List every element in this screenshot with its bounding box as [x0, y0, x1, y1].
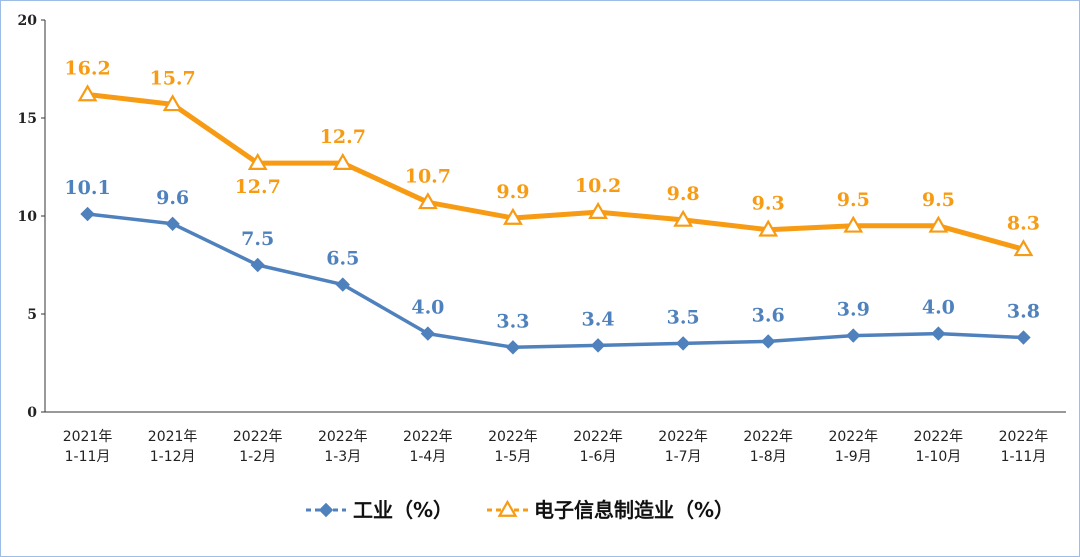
x-tick-line: 2021年: [63, 429, 113, 445]
x-tick-line: 2022年: [403, 429, 453, 445]
x-tick-line: 1-2月: [239, 449, 276, 465]
x-tick-line: 1-11月: [65, 449, 111, 465]
data-point: [335, 277, 350, 292]
x-tick-line: 2022年: [914, 429, 964, 445]
x-tick-line: 2022年: [488, 429, 538, 445]
x-tick-label: 2022年 1-2月: [233, 429, 283, 465]
data-point: [673, 209, 694, 227]
legend-marker: [497, 499, 518, 517]
x-tick-line: 1-10月: [915, 449, 961, 465]
data-point: [503, 207, 523, 225]
data-point: [1016, 330, 1031, 345]
x-tick-line: 2022年: [658, 429, 708, 445]
x-tick-line: 2022年: [743, 429, 793, 445]
data-point: [675, 336, 691, 351]
x-tick-label: 2022年 1-8月: [743, 429, 793, 465]
series-line-electronics: [87, 92, 1025, 252]
y-tick-label: 20: [18, 13, 38, 29]
x-tick-label: 2022年 1-3月: [318, 429, 368, 465]
data-point: [505, 340, 521, 355]
x-tick-line: 2022年: [999, 429, 1049, 445]
x-tick-line: 2021年: [148, 429, 198, 445]
y-tick-label: 5: [27, 307, 37, 323]
data-point: [931, 326, 946, 341]
series-line-industry: [87, 212, 1024, 350]
data-label: 12.7: [235, 176, 281, 198]
x-tick-label: 2021年 1-12月: [148, 429, 198, 465]
data-label: 12.7: [320, 126, 366, 148]
x-tick-line: 1-3月: [324, 449, 361, 465]
data-label: 4.0: [922, 297, 955, 319]
data-label: 16.2: [64, 57, 110, 79]
x-tick-label: 2022年 1-7月: [658, 429, 708, 465]
data-point: [761, 334, 776, 349]
data-point: [928, 215, 949, 233]
data-point: [80, 206, 95, 222]
data-label: 3.6: [752, 304, 785, 326]
legend-label: 工业（%）: [353, 498, 453, 522]
data-point: [332, 152, 353, 170]
x-tick-label: 2021年 1-11月: [63, 429, 113, 465]
data-point: [846, 328, 861, 343]
data-label: 9.9: [496, 181, 529, 203]
x-tick-line: 2022年: [573, 429, 623, 445]
x-tick-line: 2022年: [318, 429, 368, 445]
data-label: 10.1: [64, 177, 110, 199]
data-point: [165, 216, 180, 232]
data-label: 9.5: [922, 189, 955, 211]
legend-label: 电子信息制造业（%）: [534, 498, 734, 522]
data-point: [588, 201, 608, 219]
data-label: 7.5: [241, 228, 274, 250]
data-label: 3.5: [667, 306, 700, 328]
legend-marker: [318, 502, 334, 518]
x-tick-line: 1-5月: [495, 449, 532, 465]
x-tick-line: 1-7月: [665, 449, 702, 465]
data-label: 10.7: [405, 165, 451, 187]
data-label: 3.4: [582, 308, 615, 330]
x-tick-label: 2022年 1-9月: [828, 429, 878, 465]
data-point: [590, 338, 606, 353]
x-tick-line: 1-8月: [750, 449, 787, 465]
data-label: 3.3: [496, 310, 529, 332]
data-label: 6.5: [326, 248, 359, 270]
data-point: [420, 326, 436, 341]
x-tick-line: 1-6月: [580, 449, 617, 465]
data-label: 10.2: [575, 175, 621, 197]
data-label: 15.7: [149, 67, 195, 89]
y-tick-label: 10: [18, 209, 38, 225]
data-point: [77, 84, 98, 102]
data-label: 8.3: [1007, 212, 1040, 234]
data-point: [843, 215, 864, 233]
x-tick-line: 1-4月: [409, 449, 446, 465]
data-label: 3.9: [837, 299, 870, 321]
x-tick-line: 1-12月: [150, 449, 196, 465]
y-tick-label: 15: [18, 111, 37, 127]
data-point: [417, 192, 438, 210]
y-tick-label: 0: [27, 405, 37, 421]
x-tick-line: 2022年: [233, 429, 283, 445]
x-tick-label: 2022年 1-4月: [403, 429, 453, 465]
data-point: [758, 219, 779, 237]
x-tick-line: 1-9月: [835, 449, 872, 465]
x-tick-line: 1-11月: [1001, 449, 1047, 465]
data-label: 3.8: [1007, 301, 1040, 323]
x-tick-line: 2022年: [828, 429, 878, 445]
x-tick-label: 2022年 1-10月: [914, 429, 964, 465]
data-label: 9.3: [752, 193, 785, 215]
data-label: 9.5: [837, 189, 870, 211]
data-point: [1013, 239, 1034, 257]
data-point: [162, 94, 183, 112]
data-label: 9.6: [156, 187, 189, 209]
x-tick-label: 2022年 1-6月: [573, 429, 623, 465]
x-tick-label: 2022年 1-5月: [488, 429, 538, 465]
data-label: 4.0: [411, 297, 444, 319]
x-tick-label: 2022年 1-11月: [999, 429, 1049, 465]
data-point: [250, 257, 265, 273]
data-point: [247, 152, 268, 170]
data-label: 9.8: [667, 183, 700, 205]
